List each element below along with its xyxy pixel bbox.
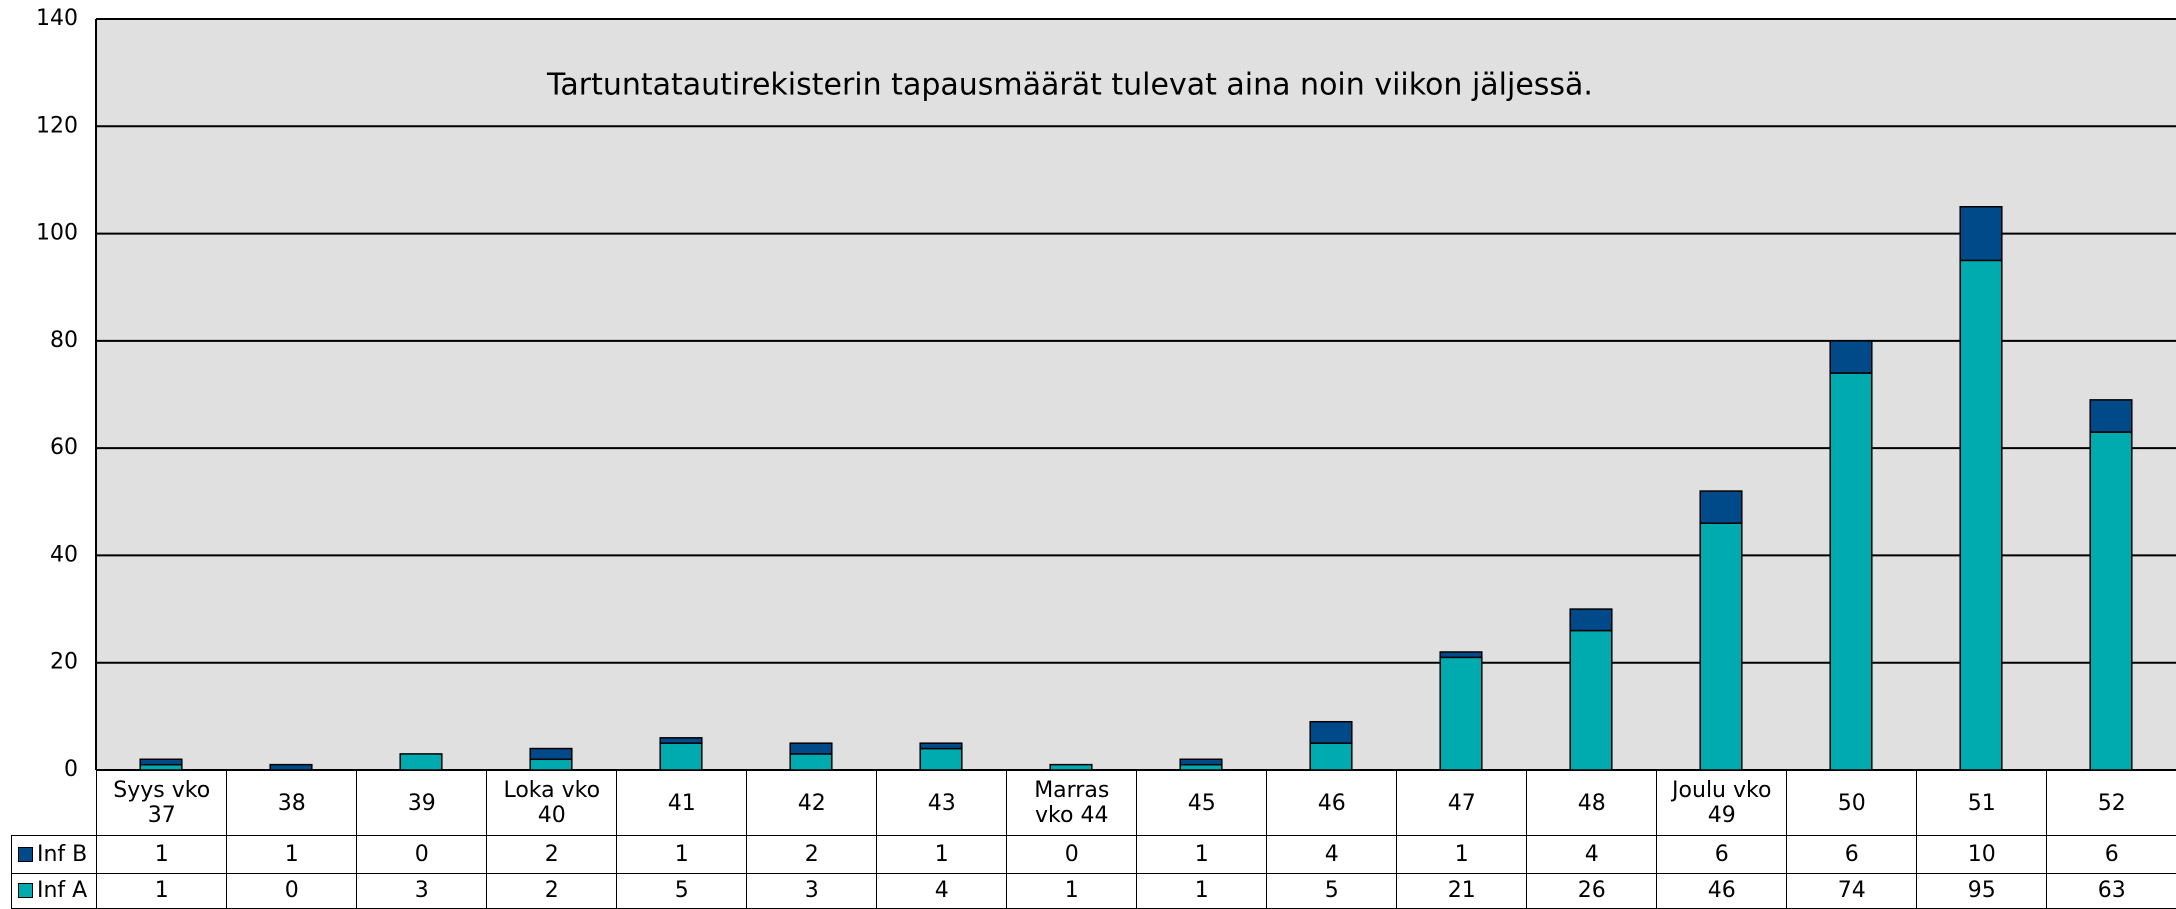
y-tick-label: 20 (50, 650, 78, 675)
bar (529, 747, 573, 761)
bar (1829, 340, 1873, 374)
bar (919, 742, 963, 750)
category-label: 39 (356, 770, 488, 837)
table-value: 1 (1136, 835, 1268, 875)
table-value: 0 (1006, 835, 1138, 875)
bar (2089, 431, 2133, 771)
bar (1309, 720, 1353, 744)
category-label: 52 (2046, 770, 2176, 837)
legend-label: Inf A (37, 878, 88, 904)
bar (1829, 372, 1873, 771)
category-label: 38 (226, 770, 358, 837)
table-value: 63 (2046, 873, 2176, 909)
annotation: Tartuntatautirekisterin tapausmäärät tul… (546, 68, 1593, 103)
legend-swatch (18, 847, 33, 863)
table-value: 1 (1136, 873, 1268, 909)
category-label: 46 (1266, 770, 1398, 837)
y-tick-label: 140 (36, 6, 78, 31)
category-label: 47 (1396, 770, 1528, 837)
bar (1959, 259, 2003, 771)
table-value: 1 (616, 835, 748, 875)
table-value: 5 (1266, 873, 1398, 909)
table-value: 1 (1006, 873, 1138, 909)
bar (1569, 608, 1613, 632)
table-value: 10 (1916, 835, 2048, 875)
table-value: 1 (96, 873, 228, 909)
bar (1439, 656, 1483, 771)
bar (1959, 206, 2003, 262)
bar (1439, 651, 1483, 659)
table-value: 2 (486, 835, 618, 875)
category-label: 41 (616, 770, 748, 837)
legend-label: Inf B (37, 842, 88, 868)
bar (659, 737, 703, 744)
table-value: 4 (1266, 835, 1398, 875)
table-value: 1 (226, 835, 358, 875)
category-label: 50 (1786, 770, 1918, 837)
category-label: Syys vko 37 (96, 770, 228, 837)
y-tick-label: 100 (36, 221, 78, 246)
table-value: 2 (746, 835, 878, 875)
table-value: 3 (356, 873, 488, 909)
y-tick-label: 120 (36, 113, 78, 138)
bar (659, 742, 703, 771)
table-value: 4 (876, 873, 1008, 909)
table-value: 26 (1526, 873, 1658, 909)
category-label: 45 (1136, 770, 1268, 837)
legend-item: Inf A (11, 873, 98, 909)
bar (139, 758, 183, 766)
bar (2089, 399, 2133, 433)
table-value: 6 (1656, 835, 1788, 875)
table-value: 0 (226, 873, 358, 909)
category-label: 42 (746, 770, 878, 837)
bar (529, 758, 573, 771)
y-tick-label: 0 (64, 757, 78, 782)
table-value: 3 (746, 873, 878, 909)
table-value: 6 (2046, 835, 2176, 875)
bar (1179, 758, 1223, 766)
table-value: 1 (96, 835, 228, 875)
category-label: 48 (1526, 770, 1658, 837)
legend-item: Inf B (11, 835, 98, 875)
bar (1699, 522, 1743, 771)
bar (789, 742, 833, 755)
table-value: 0 (356, 835, 488, 875)
y-tick-label: 40 (50, 542, 78, 567)
table-value: 1 (876, 835, 1008, 875)
plot-area (96, 19, 2176, 770)
category-label: Loka vko 40 (486, 770, 618, 837)
bar (1309, 742, 1353, 771)
bar (789, 753, 833, 771)
category-label: 51 (1916, 770, 2048, 837)
table-value: 4 (1526, 835, 1658, 875)
table-value: 6 (1786, 835, 1918, 875)
y-tick-label: 60 (50, 435, 78, 460)
table-value: 5 (616, 873, 748, 909)
table-value: 46 (1656, 873, 1788, 909)
table-value: 74 (1786, 873, 1918, 909)
bar (919, 747, 963, 771)
category-label: Marras vko 44 (1006, 770, 1138, 837)
category-label: Joulu vko 49 (1656, 770, 1788, 837)
bar (1569, 629, 1613, 771)
bar (1699, 490, 1743, 524)
table-value: 1 (1396, 835, 1528, 875)
table-value: 2 (486, 873, 618, 909)
legend-swatch (18, 883, 33, 899)
table-value: 21 (1396, 873, 1528, 909)
category-label: 43 (876, 770, 1008, 837)
bar (399, 753, 443, 771)
table-value: 95 (1916, 873, 2048, 909)
y-tick-label: 80 (50, 328, 78, 353)
